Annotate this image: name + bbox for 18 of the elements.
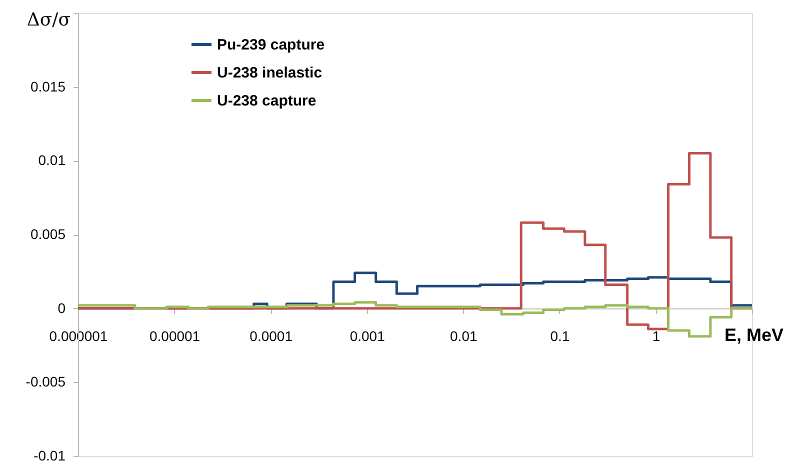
x-tick-label: 0.00001	[149, 328, 200, 344]
x-tick-label: 0.1	[550, 328, 570, 344]
y-tick-label: 0.01	[38, 152, 66, 168]
y-tick-label: 0.015	[30, 78, 66, 94]
x-tick-label: 0.0001	[250, 328, 293, 344]
legend-label: U-238 capture	[217, 92, 316, 110]
y-tick-label: 0.005	[30, 226, 66, 242]
x-tick-label: 0.01	[450, 328, 478, 344]
y-axis-title: Δσ/σ	[26, 10, 70, 30]
x-tick-label: 0.000001	[49, 328, 108, 344]
legend-label: U-238 inelastic	[217, 64, 322, 82]
y-tick-label: 0	[58, 300, 66, 316]
x-tick-label: 1	[652, 328, 660, 344]
x-axis-title: E, MeV	[724, 324, 784, 345]
legend-label: Pu-239 capture	[217, 36, 325, 54]
y-tick-label: -0.01	[34, 448, 66, 462]
x-tick-label: 0.001	[350, 328, 386, 344]
y-tick-label: -0.005	[26, 374, 66, 390]
